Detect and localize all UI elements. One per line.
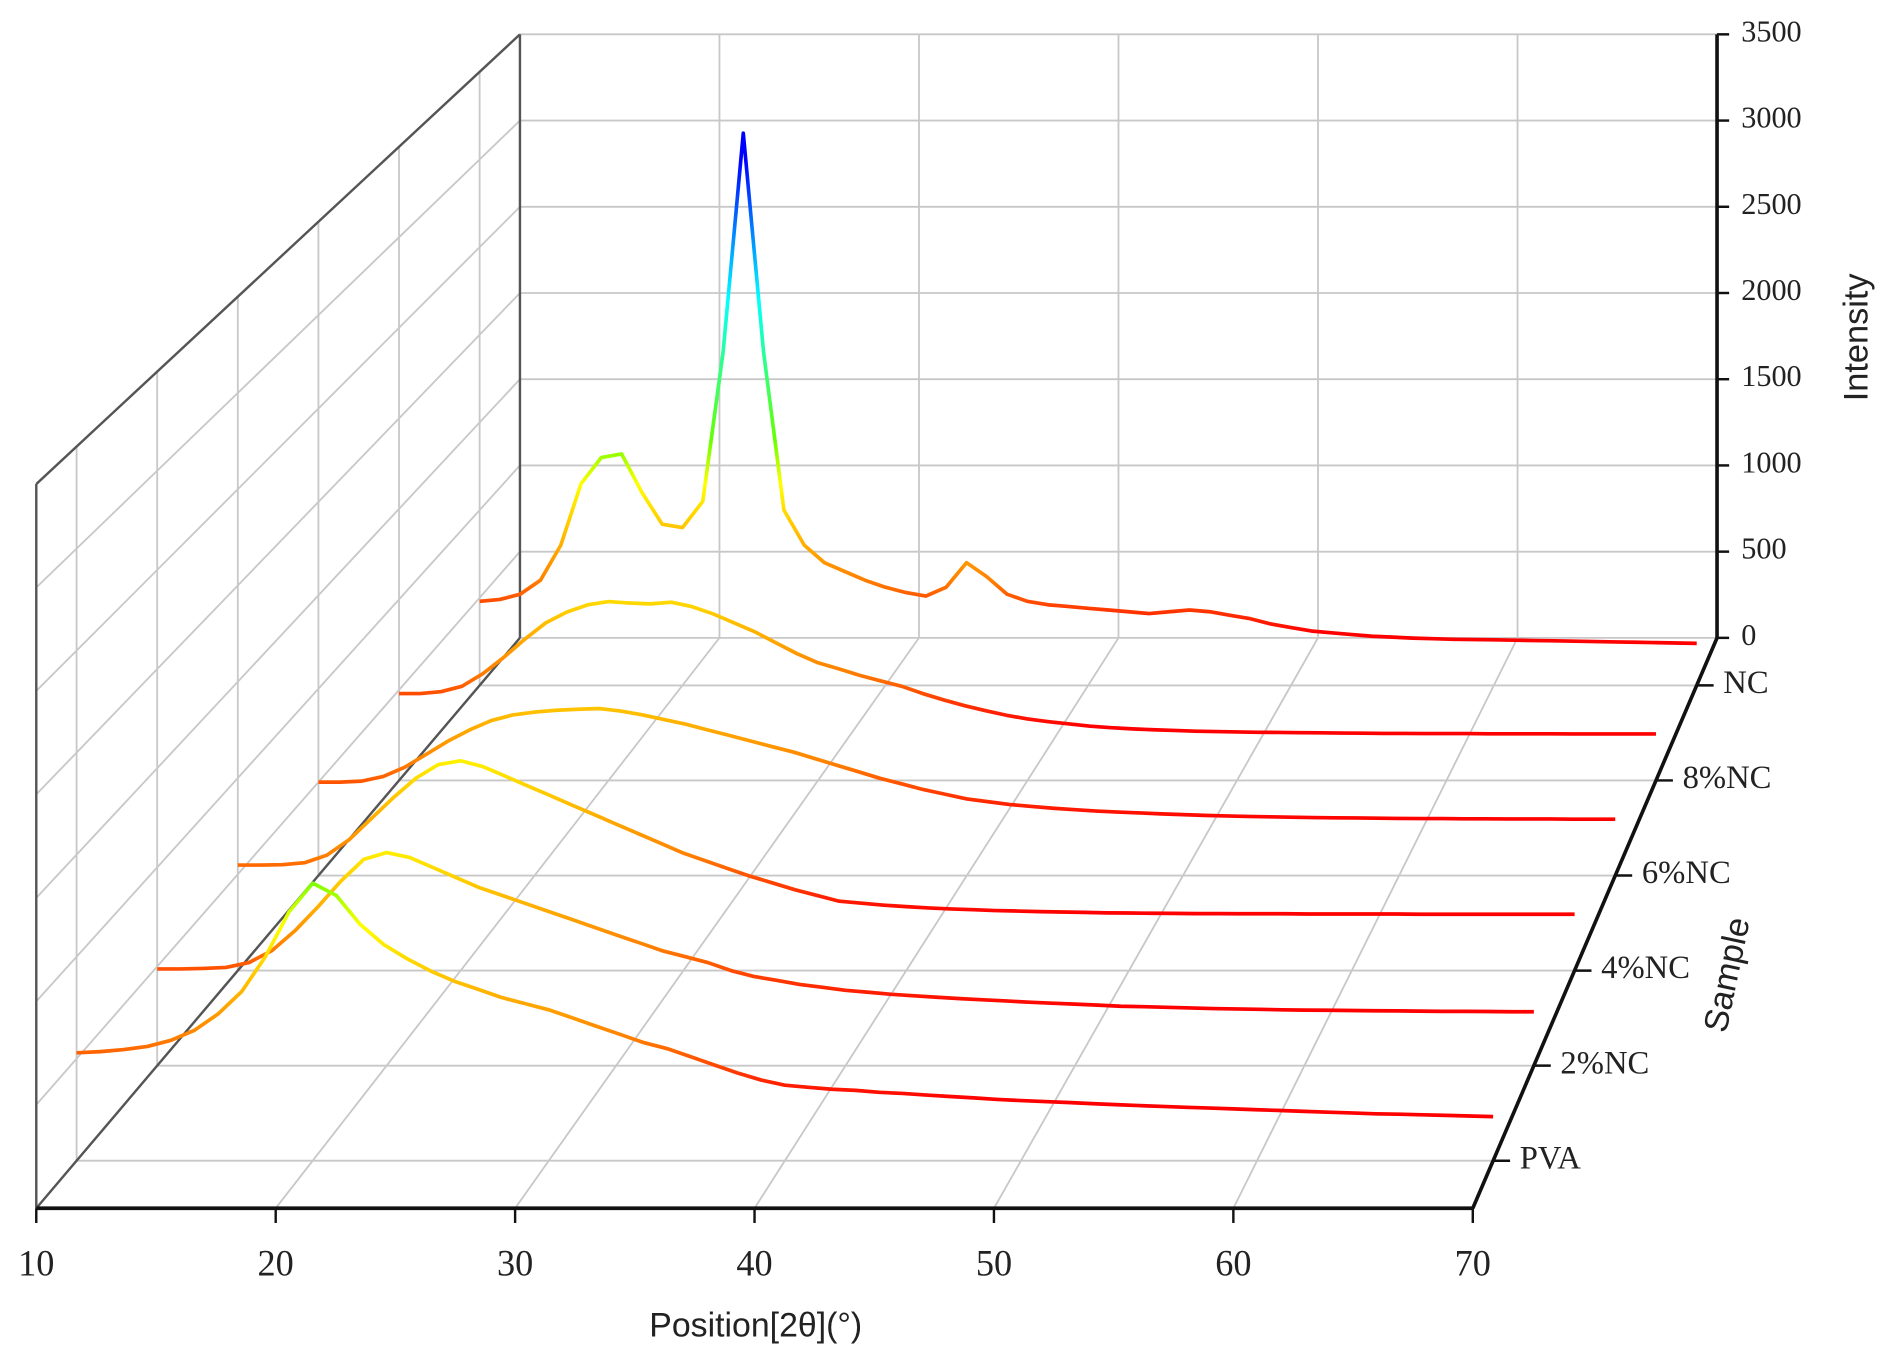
y-tick-label: 2500 [1741,187,1801,221]
grid-line [35,464,521,1002]
x-tick-label: 30 [497,1242,533,1283]
series-line [157,850,1534,1014]
series-line [76,881,1494,1119]
x-tick-label: 70 [1455,1242,1491,1283]
grid-line [35,206,521,692]
depth-tick-label: NC [1723,665,1768,701]
grid-line [993,637,1319,1209]
grid-line [274,637,721,1209]
grid-line [35,119,521,589]
y-tick-label: 3000 [1741,100,1801,134]
series-line [479,131,1697,646]
x-tick-label: 60 [1215,1242,1251,1283]
series-line [237,758,1575,917]
x-axis-title: Position[2θ](°) [649,1306,862,1344]
axis-line [35,637,521,1210]
grid-line [1232,637,1519,1209]
axis-line [1471,637,1719,1209]
grid-line [35,378,521,899]
y-tick-label: 500 [1741,531,1786,565]
y-tick-label: 1000 [1741,445,1801,479]
y-tick-label: 0 [1741,618,1756,652]
depth-tick-label: 4%NC [1601,950,1690,986]
series-line [399,599,1656,736]
grid-line [753,637,1120,1209]
depth-tick-label: 6%NC [1642,855,1731,891]
y-tick-label: 2000 [1741,273,1801,307]
axis-line [35,33,521,485]
x-tick-label: 40 [736,1242,772,1283]
grid-line [514,637,920,1209]
series-line [318,706,1616,821]
grid-line [35,551,521,1106]
depth-tick-label: PVA [1520,1140,1581,1176]
x-tick-label: 10 [18,1242,54,1283]
y-tick-label: 1500 [1741,359,1801,393]
y-axis-title: Intensity [1838,273,1876,401]
depth-tick-label: 2%NC [1560,1045,1649,1081]
y-tick-label: 3500 [1741,14,1801,48]
x-tick-label: 20 [258,1242,294,1283]
grid-line [35,292,521,796]
depth-axis-title: Sample [1697,914,1758,1036]
depth-tick-label: 8%NC [1683,760,1772,796]
x-tick-label: 50 [976,1242,1012,1283]
